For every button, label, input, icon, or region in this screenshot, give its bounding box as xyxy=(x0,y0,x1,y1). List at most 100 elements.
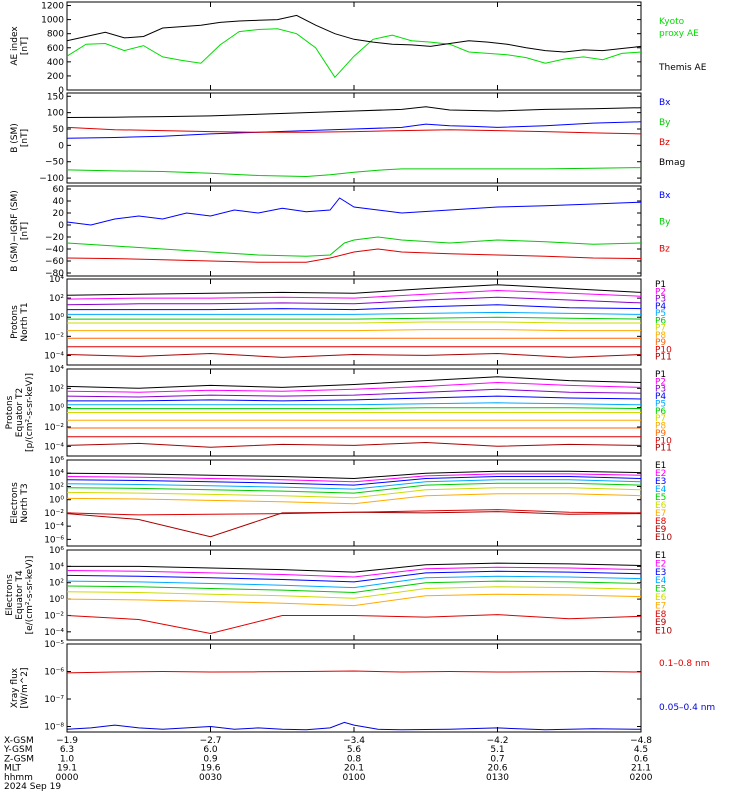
y-axis-label: North T3 xyxy=(20,483,30,522)
y-tick-label: 100 xyxy=(47,109,64,119)
channel-line xyxy=(66,473,642,483)
ephemeris-row-label: MLT xyxy=(4,764,22,774)
legend-label: P10 xyxy=(655,345,672,355)
y-axis-label: North T1 xyxy=(20,302,30,341)
y-tick-label: 1000 xyxy=(41,16,64,26)
y-axis-label: [nT] xyxy=(20,222,30,240)
y-axis-label: Electrons xyxy=(10,482,20,524)
y-tick-label: 10⁻⁷ xyxy=(44,695,64,705)
y-axis-label: [e/(cm²-s-sr-keV)] xyxy=(25,556,35,635)
ephemeris-value: 5.6 xyxy=(347,745,362,755)
legend-label: P3 xyxy=(655,385,666,395)
legend-label: P11 xyxy=(655,444,672,454)
legend-label: P7 xyxy=(655,414,666,424)
y-tick-label: 10² xyxy=(49,579,64,589)
y-axis-label: [nT] xyxy=(20,129,30,147)
y-tick-label: 0 xyxy=(58,221,64,231)
y-tick-label: 40 xyxy=(53,197,65,207)
ephemeris-value: 0100 xyxy=(343,773,366,783)
legend-label: P8 xyxy=(655,422,666,432)
y-tick-label: 10⁰ xyxy=(49,595,64,605)
legend-label: P6 xyxy=(655,407,666,417)
legend-label: E7 xyxy=(655,509,666,519)
ephemeris-value: 0030 xyxy=(199,773,222,783)
ephemeris-row-label: X-GSM xyxy=(4,736,34,746)
channel-line xyxy=(67,402,642,406)
legend-label: P6 xyxy=(655,316,666,326)
y-axis-label: Equator T4 xyxy=(15,570,25,620)
legend-label: P11 xyxy=(655,353,672,363)
legend-label: Bz xyxy=(659,244,670,254)
y-tick-label: 50 xyxy=(53,125,65,135)
y-tick-label: 10⁰ xyxy=(49,496,64,506)
channel-line xyxy=(66,580,642,594)
legend-label: E3 xyxy=(655,477,666,487)
legend-label: P2 xyxy=(655,377,666,387)
legend-label: Kyoto xyxy=(659,17,685,27)
y-tick-label: −50 xyxy=(45,158,64,168)
series-line xyxy=(66,670,642,674)
ephemeris-value: 0.9 xyxy=(203,754,218,764)
y-tick-label: 10⁻⁴ xyxy=(44,442,64,452)
ephemeris-value: 6.0 xyxy=(203,745,218,755)
y-tick-label: 10⁶ xyxy=(49,546,64,556)
series-line xyxy=(66,28,642,79)
legend-label: E3 xyxy=(655,568,666,578)
legend-label: E8 xyxy=(655,517,667,527)
ephemeris-value: 0200 xyxy=(630,773,653,783)
legend-label: E5 xyxy=(655,585,666,595)
channel-line xyxy=(66,614,642,635)
legend-label: P9 xyxy=(655,429,666,439)
series-line xyxy=(66,14,642,53)
date-label: 2024 Sep 19 xyxy=(4,782,61,792)
ephemeris-value: 20.6 xyxy=(487,764,507,774)
legend-label: By xyxy=(659,118,671,128)
legend-label: P1 xyxy=(655,370,666,380)
ephemeris-value: 0.8 xyxy=(347,754,362,764)
y-tick-label: 10⁻² xyxy=(44,423,64,433)
y-tick-label: 10⁻⁸ xyxy=(44,723,64,733)
channel-line xyxy=(67,329,641,332)
series-line xyxy=(66,167,642,178)
legend-label: P2 xyxy=(655,287,666,297)
y-tick-label: −80 xyxy=(45,269,64,279)
legend-label: Bx xyxy=(659,98,671,108)
legend-label: E1 xyxy=(655,551,666,561)
ephemeris-value: −1.9 xyxy=(56,736,78,746)
y-tick-label: 10⁻² xyxy=(44,332,64,342)
y-tick-label: −40 xyxy=(45,245,64,255)
ephemeris-value: −2.7 xyxy=(200,736,222,746)
ephemeris-value: −4.2 xyxy=(487,736,509,746)
ephemeris-value: 6.3 xyxy=(60,745,74,755)
ephemeris-value: 21.1 xyxy=(631,764,651,774)
y-tick-label: 10⁰ xyxy=(49,313,64,323)
legend-label: E4 xyxy=(655,576,667,586)
legend-label: P5 xyxy=(655,309,666,319)
ephemeris-value: 19.1 xyxy=(57,764,77,774)
y-tick-label: 10⁻⁶ xyxy=(44,535,64,545)
channel-line xyxy=(66,482,642,494)
legend-label: By xyxy=(659,218,671,228)
panel-frame xyxy=(66,643,642,733)
y-tick-label: 20 xyxy=(53,209,65,219)
channel-line xyxy=(66,586,642,599)
ephemeris-value: 19.6 xyxy=(200,764,220,774)
channel-line xyxy=(66,479,642,490)
series-line xyxy=(66,248,642,263)
channel-line xyxy=(67,395,642,402)
channel-line xyxy=(66,493,642,505)
ephemeris-value: 5.1 xyxy=(490,745,504,755)
y-tick-label: 400 xyxy=(47,58,64,68)
y-tick-label: 10⁻⁴ xyxy=(44,522,64,532)
legend-label: 0.05–0.4 nm xyxy=(659,703,715,713)
channel-line xyxy=(66,566,642,578)
y-tick-label: 10⁻² xyxy=(44,611,64,621)
channel-line xyxy=(66,593,642,607)
legend-label: proxy AE xyxy=(659,29,699,39)
ephemeris-value: 4.5 xyxy=(634,745,648,755)
channel-line xyxy=(66,476,642,486)
channel-line xyxy=(67,562,642,573)
channel-line xyxy=(66,388,642,398)
channel-line xyxy=(66,284,642,296)
